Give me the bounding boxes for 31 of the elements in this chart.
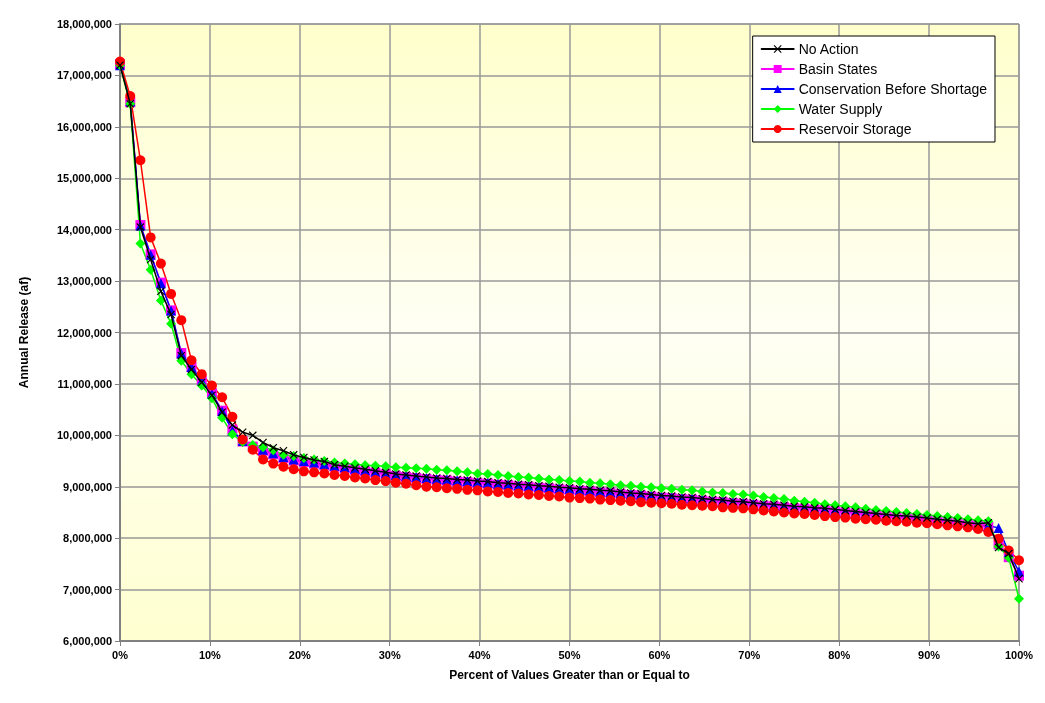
legend-label: Water Supply <box>798 101 883 117</box>
y-tick-label: 18,000,000 <box>56 18 112 30</box>
x-tick-label: 40% <box>468 648 491 661</box>
x-tick-label: 90% <box>918 648 941 661</box>
x-tick-label: 80% <box>828 648 851 661</box>
x-tick-label: 100% <box>1004 648 1034 661</box>
y-tick-label: 6,000,000 <box>63 635 112 647</box>
y-tick-label: 15,000,000 <box>56 172 112 185</box>
x-tick-label: 0% <box>112 648 129 661</box>
legend-label: Conservation Before Shortage <box>798 81 988 97</box>
y-tick-label: 14,000,000 <box>56 223 112 236</box>
y-tick-label: 17,000,000 <box>56 69 112 82</box>
y-tick-label: 8,000,000 <box>63 532 112 545</box>
y-tick-label: 10,000,000 <box>56 429 112 442</box>
legend-label: No Action <box>798 41 859 57</box>
x-axis-title: Percent of Values Greater than or Equal to <box>449 668 690 682</box>
y-tick-label: 13,000,000 <box>56 275 112 288</box>
y-tick-label: 9,000,000 <box>63 480 112 493</box>
legend-label: Reservoir Storage <box>798 121 912 137</box>
x-tick-label: 70% <box>738 648 761 661</box>
y-tick-label: 16,000,000 <box>56 120 112 133</box>
x-tick-label: 10% <box>198 648 222 661</box>
y-axis-title: Annual Release (af) <box>17 276 31 389</box>
y-tick-label: 12,000,000 <box>56 326 112 339</box>
x-tick-label: 20% <box>288 648 312 661</box>
legend-label: Basin States <box>798 61 878 77</box>
x-tick-label: 50% <box>558 648 581 661</box>
y-tick-label: 11,000,000 <box>57 377 112 390</box>
x-tick-label: 30% <box>378 648 401 661</box>
y-tick-label: 7,000,000 <box>63 583 112 596</box>
x-tick-label: 60% <box>648 648 671 661</box>
